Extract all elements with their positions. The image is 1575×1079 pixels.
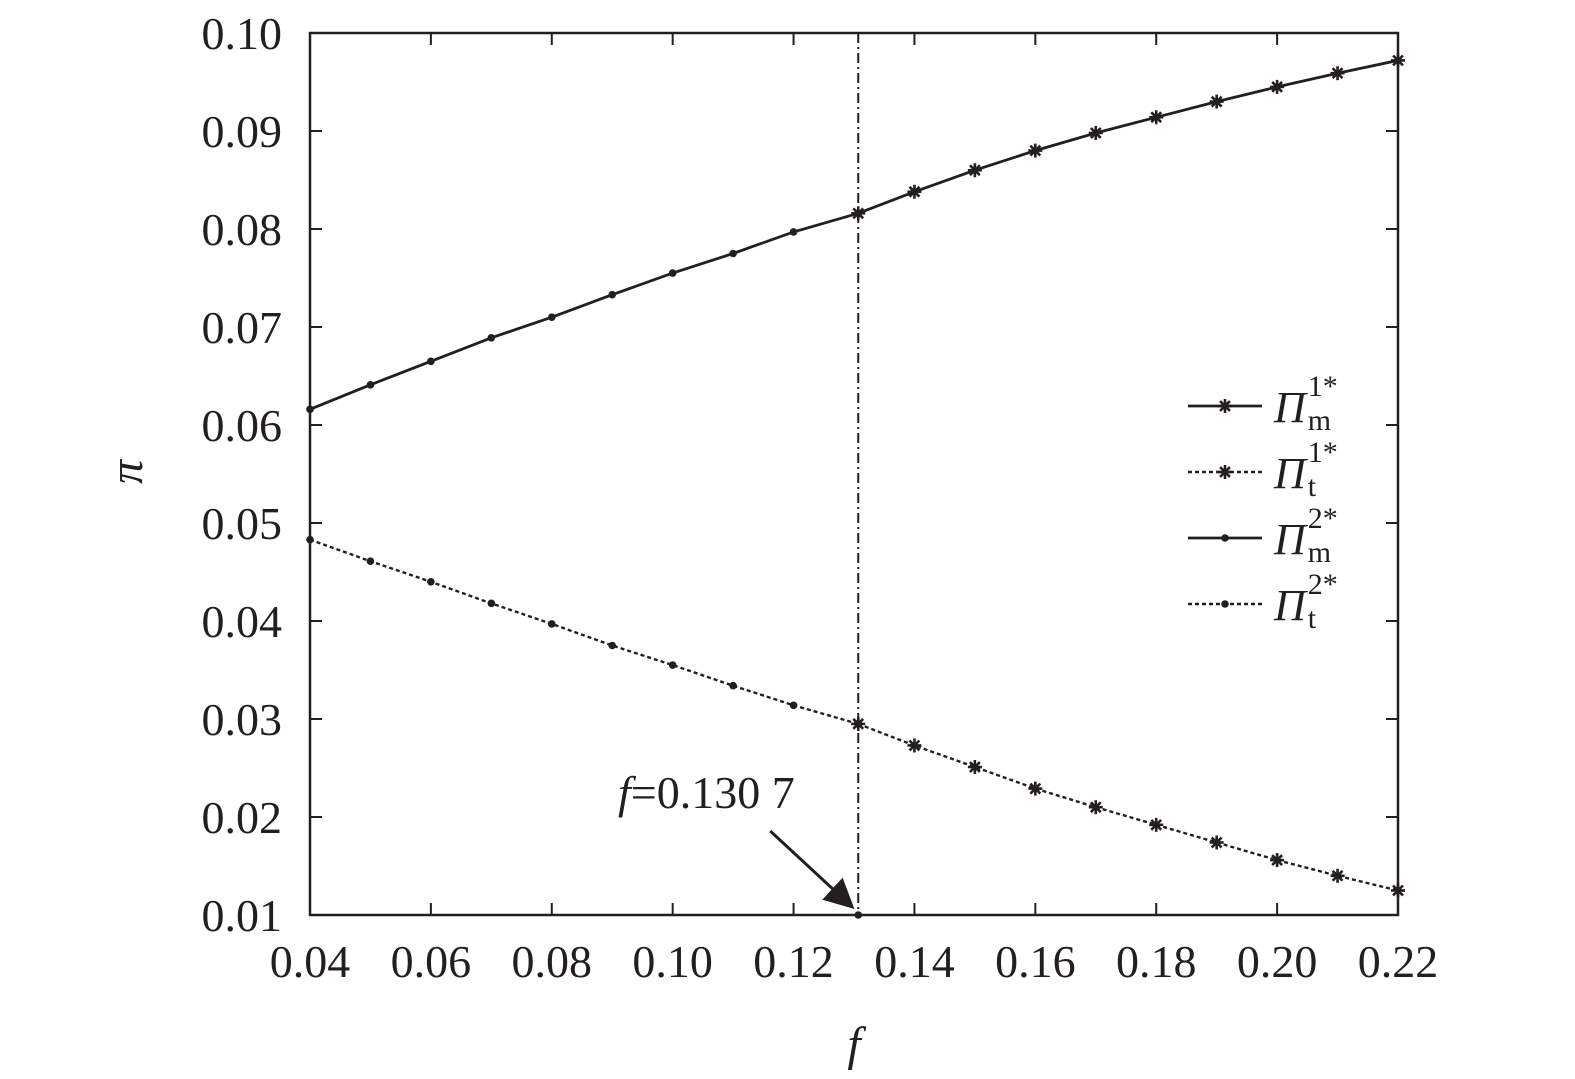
data-point-dot — [608, 641, 617, 650]
y-tick-label: 0.10 — [202, 8, 283, 59]
data-point-dot — [854, 209, 863, 218]
data-point-dot — [854, 720, 863, 728]
data-point-dot — [306, 535, 314, 544]
legend-entry: Π1* m — [1188, 370, 1338, 437]
legend-label: Π1* m — [1273, 370, 1338, 437]
data-point-dot — [547, 313, 556, 322]
data-point-star — [1391, 883, 1405, 898]
series-line — [309, 211, 859, 411]
data-point-star — [907, 738, 922, 753]
data-point-star — [1209, 94, 1224, 109]
plot-frame — [308, 31, 1400, 917]
data-point-star — [1391, 53, 1405, 68]
data-point-dot — [366, 557, 375, 566]
legend-label: Π2* t — [1273, 568, 1338, 635]
y-tick-label: 0.03 — [202, 694, 283, 745]
data-point-dot — [427, 578, 435, 586]
legend: Π1* mΠ1* tΠ2* mΠ2* t — [1188, 370, 1338, 635]
series-4 — [306, 535, 863, 728]
data-point-star — [1088, 125, 1103, 140]
series-2 — [851, 716, 1405, 898]
data-point-star — [1330, 868, 1345, 883]
annotation-label: f=0.130 7 — [618, 767, 795, 818]
data-point-star — [1149, 110, 1164, 125]
data-point-star — [1209, 835, 1224, 850]
data-point-star — [1149, 817, 1164, 832]
x-tick-label: 0.08 — [512, 936, 593, 987]
data-point-star — [1270, 853, 1285, 868]
x-tick-label: 0.18 — [1116, 936, 1197, 987]
data-point-dot — [366, 381, 375, 389]
data-point-star — [1028, 143, 1043, 158]
x-axis-label: f — [847, 1018, 866, 1071]
data-point-star — [1330, 66, 1345, 81]
x-tick-label: 0.20 — [1237, 936, 1318, 987]
data-point-dot — [487, 599, 496, 608]
data-point-star — [967, 760, 982, 775]
y-tick-label: 0.01 — [202, 890, 283, 941]
legend-marker-dot — [1221, 600, 1229, 608]
data-point-dot — [306, 405, 314, 414]
legend-entry: Π2* m — [1188, 502, 1338, 569]
series-3 — [306, 209, 863, 414]
x-tick-label: 0.06 — [391, 936, 472, 987]
data-point-star — [1270, 79, 1285, 94]
y-axis-ticks: 0.01 0.02 0.03 0.04 0.05 0.06 0.07 0.08 0.09 0.10 — [202, 8, 1398, 941]
y-tick-label: 0.04 — [202, 596, 283, 647]
y-axis-label: π — [100, 458, 153, 484]
x-tick-label: 0.16 — [995, 936, 1076, 987]
y-tick-label: 0.05 — [202, 498, 283, 549]
threshold-annotation: f=0.130 7 — [618, 767, 855, 910]
x-tick-label: 0.10 — [632, 936, 713, 987]
x-tick-label: 0.12 — [753, 936, 834, 987]
y-tick-label: 0.09 — [202, 106, 283, 157]
data-point-star — [967, 163, 982, 178]
x-tick-label: 0.22 — [1358, 936, 1439, 987]
legend-marker-dot — [1221, 534, 1229, 542]
annotation-value: =0.130 7 — [631, 767, 795, 818]
data-point-star — [1028, 781, 1043, 796]
series-line — [857, 722, 1399, 892]
annotation-arrow — [769, 829, 855, 910]
series-line — [309, 538, 859, 726]
x-axis-ticks: 0.04 0.06 0.08 0.10 0.12 0.14 0.16 0.18 0.20 0.22 — [270, 33, 1439, 987]
data-point-star — [907, 184, 922, 199]
data-point-star — [1088, 800, 1103, 815]
series-1 — [851, 53, 1405, 221]
series-layer — [306, 53, 1405, 919]
x-tick-label: 0.14 — [874, 936, 955, 987]
data-point-dot — [668, 661, 677, 669]
legend-entry: Π2* t — [1188, 568, 1338, 635]
data-point-dot — [547, 620, 556, 628]
annotation-target-dot — [854, 911, 863, 919]
data-point-dot — [668, 269, 677, 277]
legend-label: Π1* t — [1273, 436, 1338, 503]
data-point-dot — [729, 681, 737, 690]
data-point-dot — [427, 357, 435, 366]
x-tick-label: 0.04 — [270, 936, 351, 987]
y-tick-label: 0.02 — [202, 792, 283, 843]
legend-marker-star — [1218, 399, 1232, 413]
y-tick-label: 0.07 — [202, 302, 283, 353]
data-point-dot — [487, 333, 496, 342]
legend-marker-star — [1218, 465, 1232, 479]
data-point-dot — [608, 290, 617, 299]
data-point-dot — [789, 701, 798, 710]
legend-entry: Π1* t — [1188, 436, 1338, 503]
series-line — [857, 59, 1399, 215]
data-point-dot — [789, 228, 798, 236]
y-tick-label: 0.06 — [202, 400, 283, 451]
y-tick-label: 0.08 — [202, 204, 283, 255]
data-point-dot — [729, 249, 737, 258]
legend-label: Π2* m — [1273, 502, 1338, 569]
